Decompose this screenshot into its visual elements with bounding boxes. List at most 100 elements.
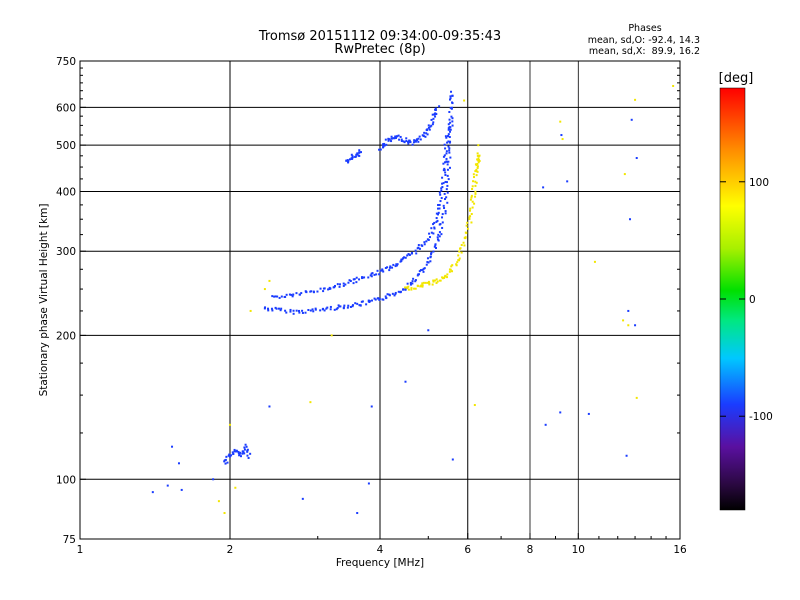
data-point [267, 309, 270, 312]
data-point [449, 156, 452, 159]
data-point [289, 310, 292, 313]
data-point [387, 139, 390, 142]
data-point [361, 300, 364, 303]
data-point [375, 273, 378, 276]
data-point [416, 274, 419, 277]
data-point-isolated [559, 120, 562, 123]
data-point [463, 244, 466, 247]
data-point [442, 155, 445, 158]
data-point [421, 282, 424, 285]
data-point [435, 247, 438, 250]
data-point [449, 128, 452, 131]
data-point [418, 247, 421, 250]
data-point [447, 133, 450, 136]
data-point [448, 147, 451, 150]
data-point [421, 284, 424, 287]
colorbar-tick-label: 0 [749, 294, 756, 306]
x-tick-label: 16 [673, 544, 687, 556]
data-point [411, 251, 414, 254]
data-point [326, 306, 329, 309]
data-point-isolated [268, 279, 271, 282]
data-point [295, 309, 298, 312]
data-point [273, 295, 276, 298]
data-point [478, 154, 481, 157]
data-point [388, 269, 391, 272]
data-point [373, 297, 376, 300]
data-point [445, 160, 448, 163]
data-point [471, 187, 474, 190]
data-point [295, 292, 298, 295]
data-point-isolated [561, 138, 564, 141]
data-point [395, 264, 398, 267]
y-tick-label: 100 [56, 474, 76, 486]
data-point [447, 178, 450, 181]
data-point [350, 157, 353, 160]
data-point [472, 173, 475, 176]
data-point [314, 307, 317, 310]
data-point [444, 171, 447, 174]
data-point [338, 305, 341, 308]
data-point [264, 306, 267, 309]
data-point [460, 244, 463, 247]
data-point [443, 143, 446, 146]
data-point [474, 180, 477, 183]
x-tick-label: 8 [527, 544, 534, 556]
data-point [448, 98, 451, 101]
data-point [429, 255, 432, 258]
data-point [390, 140, 393, 143]
data-point [346, 159, 349, 162]
data-point [311, 308, 314, 311]
data-point [401, 258, 404, 261]
data-point [470, 213, 473, 216]
data-point [465, 231, 468, 234]
data-point [417, 244, 420, 247]
data-point [416, 284, 419, 287]
data-point [355, 276, 358, 279]
data-point [271, 295, 274, 298]
data-point [312, 310, 315, 313]
data-point [423, 267, 426, 270]
data-point [448, 128, 451, 131]
data-point [390, 135, 393, 138]
data-point [322, 287, 325, 290]
data-point [227, 454, 230, 457]
data-point [446, 174, 449, 177]
x-tick-label: 2 [227, 544, 234, 556]
data-point [333, 308, 336, 311]
data-point [432, 250, 435, 253]
colorbar-tick-label: 100 [749, 177, 769, 189]
data-points [151, 84, 675, 515]
data-point [363, 276, 366, 279]
data-point [441, 176, 444, 179]
data-point [421, 285, 424, 288]
data-point [407, 142, 410, 145]
data-point-isolated [301, 497, 304, 500]
data-point [409, 141, 412, 144]
data-point [333, 286, 336, 289]
data-point [347, 281, 350, 284]
data-point [422, 270, 425, 273]
data-point [444, 147, 447, 150]
data-point [393, 294, 396, 297]
data-point [475, 181, 478, 184]
data-point [449, 95, 452, 98]
data-point [390, 137, 393, 140]
x-tick-label: 1 [77, 544, 84, 556]
data-point [307, 308, 310, 311]
data-point [396, 135, 399, 138]
data-point [433, 279, 436, 282]
data-point [419, 138, 422, 141]
data-point [441, 213, 444, 216]
data-point [444, 173, 447, 176]
data-point [444, 212, 447, 215]
data-point [223, 459, 226, 462]
data-point-isolated [367, 482, 370, 485]
data-point [437, 233, 440, 236]
data-point [237, 452, 240, 455]
data-point [280, 307, 283, 310]
y-tick-label: 400 [56, 186, 76, 198]
data-point [414, 287, 417, 290]
data-point [278, 296, 281, 299]
data-point [348, 158, 351, 161]
data-point [384, 266, 387, 269]
